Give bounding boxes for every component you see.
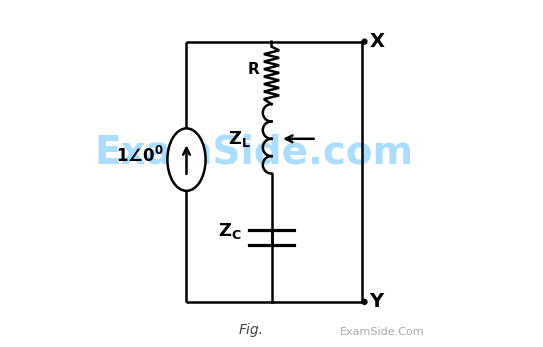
Text: R: R (248, 62, 260, 77)
Text: $\mathbf{1{\angle}0^0}$: $\mathbf{1{\angle}0^0}$ (116, 146, 164, 166)
Ellipse shape (167, 128, 206, 191)
Circle shape (362, 299, 367, 304)
Text: $\mathbf{Z_C}$: $\mathbf{Z_C}$ (218, 221, 242, 241)
Text: Y: Y (369, 293, 383, 311)
Circle shape (362, 39, 367, 44)
Text: Fig.: Fig. (238, 323, 263, 337)
Text: ExamSide.Com: ExamSide.Com (340, 327, 425, 337)
Text: $\mathbf{Z_L}$: $\mathbf{Z_L}$ (228, 129, 251, 149)
Text: X: X (369, 32, 384, 51)
Text: ExamSide.com: ExamSide.com (94, 134, 414, 172)
